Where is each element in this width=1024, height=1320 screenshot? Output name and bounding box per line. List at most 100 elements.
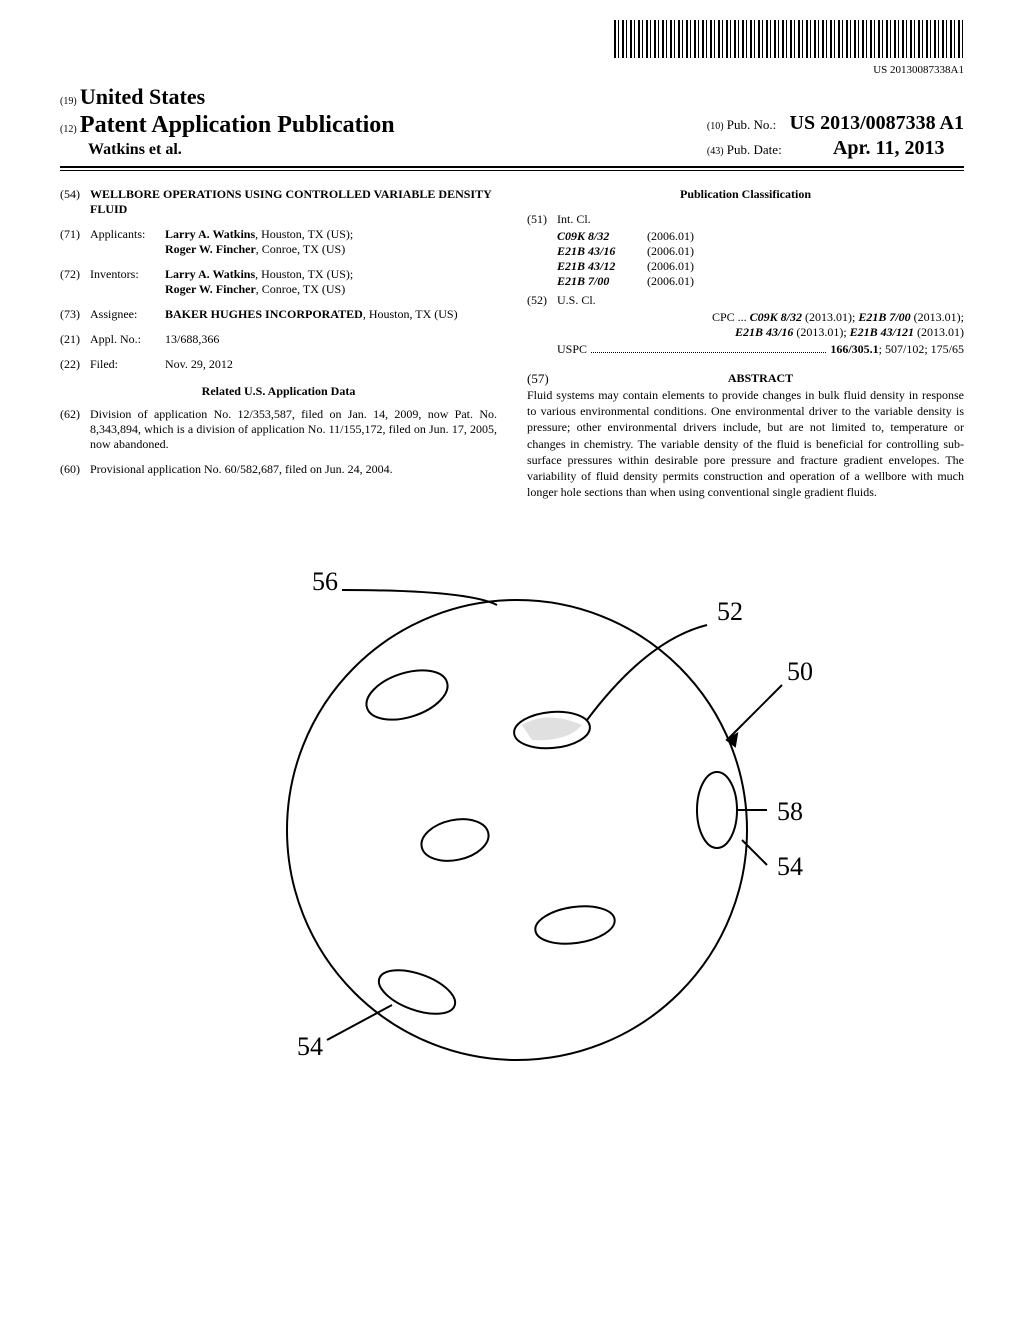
inventor-name: Roger W. Fincher bbox=[165, 282, 256, 296]
pub-date-label: Pub. Date: bbox=[727, 142, 782, 157]
cpc-class: C09K 8/32 bbox=[750, 310, 802, 324]
cpc-date: (2013.01); bbox=[914, 310, 964, 324]
applicant-loc: , Houston, TX (US); bbox=[255, 227, 353, 241]
figure-label-56: 56 bbox=[312, 567, 338, 596]
filed-row: (22) Filed: Nov. 29, 2012 bbox=[60, 357, 497, 372]
applicants-content: Larry A. Watkins, Houston, TX (US); Roge… bbox=[165, 227, 497, 257]
figure-section: 56 52 50 58 54 54 bbox=[60, 530, 964, 1094]
uscl-label: U.S. Cl. bbox=[557, 293, 964, 308]
applno-row: (21) Appl. No.: 13/688,366 bbox=[60, 332, 497, 347]
barcode-number: US 20130087338A1 bbox=[60, 64, 964, 76]
assignee-loc: , Houston, TX (US) bbox=[363, 307, 458, 321]
intcl-class: E21B 43/12 bbox=[527, 259, 647, 274]
applno-code: (21) bbox=[60, 332, 90, 347]
inventor-loc: , Houston, TX (US); bbox=[255, 267, 353, 281]
figure-label-52: 52 bbox=[717, 597, 743, 626]
applicant-loc: , Conroe, TX (US) bbox=[256, 242, 345, 256]
header-right: (10) Pub. No.: US 2013/0087338 A1 (43) P… bbox=[707, 84, 964, 160]
intcl-item: C09K 8/32(2006.01) bbox=[527, 229, 964, 244]
provisional-row: (60) Provisional application No. 60/582,… bbox=[60, 462, 497, 477]
cpc-date: (2013.01) bbox=[917, 325, 964, 339]
intcl-label: Int. Cl. bbox=[557, 212, 964, 227]
inventors-row: (72) Inventors: Larry A. Watkins, Housto… bbox=[60, 267, 497, 297]
uspc-dots bbox=[591, 338, 826, 353]
intcl-item: E21B 43/16(2006.01) bbox=[527, 244, 964, 259]
related-heading: Related U.S. Application Data bbox=[60, 384, 497, 399]
pub-date-code: (43) bbox=[707, 146, 724, 157]
title-row: (54) WELLBORE OPERATIONS USING CONTROLLE… bbox=[60, 187, 497, 217]
intcl-item: E21B 43/12(2006.01) bbox=[527, 259, 964, 274]
pub-type: Patent Application Publication bbox=[80, 112, 395, 138]
inventors-content: Larry A. Watkins, Houston, TX (US); Roge… bbox=[165, 267, 497, 297]
intcl-date: (2006.01) bbox=[647, 244, 694, 259]
header: (19) United States (12) Patent Applicati… bbox=[60, 84, 964, 168]
figure-label-54a: 54 bbox=[777, 852, 803, 881]
title-text: WELLBORE OPERATIONS USING CONTROLLED VAR… bbox=[90, 187, 497, 217]
intcl-table: C09K 8/32(2006.01) E21B 43/16(2006.01) E… bbox=[527, 229, 964, 289]
applicants-code: (71) bbox=[60, 227, 90, 257]
pub-type-code: (12) bbox=[60, 124, 77, 135]
inventor-name: Larry A. Watkins bbox=[165, 267, 255, 281]
filed-value: Nov. 29, 2012 bbox=[165, 357, 497, 372]
filed-code: (22) bbox=[60, 357, 90, 372]
pub-date: Apr. 11, 2013 bbox=[833, 137, 945, 159]
cpc-class: E21B 43/16 bbox=[735, 325, 793, 339]
assignee-content: BAKER HUGHES INCORPORATED, Houston, TX (… bbox=[165, 307, 497, 322]
division-text: Division of application No. 12/353,587, … bbox=[90, 407, 497, 452]
uspc-extra: ; 507/102; 175/65 bbox=[879, 342, 964, 357]
cpc-label: CPC bbox=[712, 310, 735, 324]
uspc-main: 166/305.1 bbox=[830, 342, 878, 357]
applicant-name: Larry A. Watkins bbox=[165, 227, 255, 241]
content-columns: (54) WELLBORE OPERATIONS USING CONTROLLE… bbox=[60, 187, 964, 500]
assignee-row: (73) Assignee: BAKER HUGHES INCORPORATED… bbox=[60, 307, 497, 322]
uscl-row: (52) U.S. Cl. bbox=[527, 293, 964, 308]
header-left: (19) United States (12) Patent Applicati… bbox=[60, 84, 395, 160]
intcl-code: (51) bbox=[527, 212, 557, 227]
figure-svg: 56 52 50 58 54 54 bbox=[187, 530, 837, 1090]
applicant-name: Roger W. Fincher bbox=[165, 242, 256, 256]
intcl-date: (2006.01) bbox=[647, 274, 694, 289]
uscl-code: (52) bbox=[527, 293, 557, 308]
left-column: (54) WELLBORE OPERATIONS USING CONTROLLE… bbox=[60, 187, 497, 500]
cpc-class: E21B 7/00 bbox=[858, 310, 910, 324]
header-rule bbox=[60, 170, 964, 171]
filed-label: Filed: bbox=[90, 357, 165, 372]
division-row: (62) Division of application No. 12/353,… bbox=[60, 407, 497, 452]
barcode-section: US 20130087338A1 bbox=[60, 20, 964, 76]
intcl-class: E21B 7/00 bbox=[527, 274, 647, 289]
cpc-date: (2013.01); bbox=[805, 310, 855, 324]
intcl-date: (2006.01) bbox=[647, 229, 694, 244]
authors: Watkins et al. bbox=[60, 141, 395, 159]
inventors-code: (72) bbox=[60, 267, 90, 297]
applicants-label: Applicants: bbox=[90, 227, 165, 257]
classification-heading: Publication Classification bbox=[527, 187, 964, 202]
inventor-loc: , Conroe, TX (US) bbox=[256, 282, 345, 296]
provisional-code: (60) bbox=[60, 462, 90, 477]
abstract-text: Fluid systems may contain elements to pr… bbox=[527, 387, 964, 500]
inventors-label: Inventors: bbox=[90, 267, 165, 297]
figure-label-58: 58 bbox=[777, 797, 803, 826]
country-name: United States bbox=[80, 84, 205, 109]
applno-label: Appl. No.: bbox=[90, 332, 165, 347]
assignee-code: (73) bbox=[60, 307, 90, 322]
title-code: (54) bbox=[60, 187, 90, 217]
uspc-label: USPC bbox=[557, 342, 587, 357]
assignee-label: Assignee: bbox=[90, 307, 165, 322]
intcl-item: E21B 7/00(2006.01) bbox=[527, 274, 964, 289]
intcl-class: E21B 43/16 bbox=[527, 244, 647, 259]
provisional-text: Provisional application No. 60/582,687, … bbox=[90, 462, 497, 477]
barcode bbox=[614, 20, 964, 58]
cpc-date: (2013.01); bbox=[796, 325, 846, 339]
pub-no-label: Pub. No.: bbox=[727, 117, 776, 132]
intcl-class: C09K 8/32 bbox=[527, 229, 647, 244]
uspc-line: USPC 166/305.1; 507/102; 175/65 bbox=[527, 342, 964, 357]
intcl-date: (2006.01) bbox=[647, 259, 694, 274]
abstract-heading: ABSTRACT bbox=[557, 371, 964, 387]
pub-no-code: (10) bbox=[707, 121, 724, 132]
figure-label-50: 50 bbox=[787, 657, 813, 686]
right-column: Publication Classification (51) Int. Cl.… bbox=[527, 187, 964, 500]
country-code: (19) bbox=[60, 96, 77, 107]
cpc-line: CPC ... C09K 8/32 (2013.01); E21B 7/00 (… bbox=[527, 310, 964, 340]
intcl-row: (51) Int. Cl. bbox=[527, 212, 964, 227]
applno-value: 13/688,366 bbox=[165, 332, 497, 347]
